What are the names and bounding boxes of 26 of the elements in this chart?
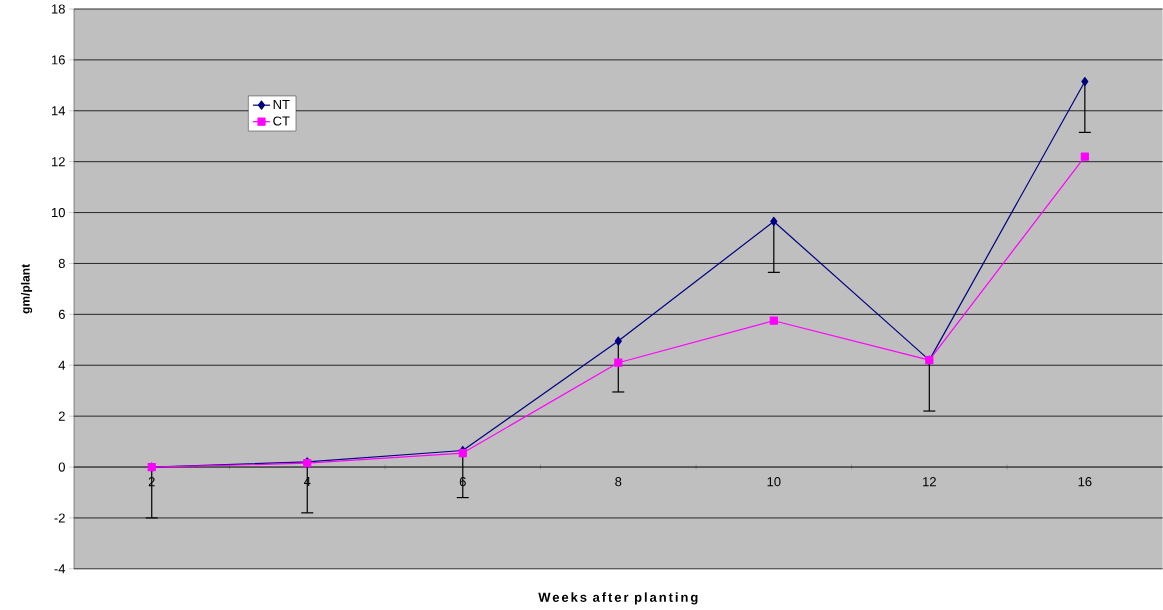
y-tick-label: 4: [58, 360, 66, 370]
point: [1081, 77, 1089, 87]
x-tick-label: 12: [923, 477, 936, 487]
y-tick-label: 16: [51, 55, 65, 65]
y-tick-label: -2: [54, 513, 65, 523]
x-tick-label: 16: [1078, 477, 1092, 487]
y-tick-label: 14: [51, 106, 66, 116]
x-tick-label: 10: [767, 477, 781, 487]
point: [614, 336, 622, 346]
y-tick-label: 10: [51, 208, 65, 218]
y-tick-label: 18: [51, 4, 65, 14]
y-tick-label: -4: [54, 564, 66, 574]
y-tick-label: 0: [58, 462, 65, 472]
point: [769, 316, 778, 325]
point: [614, 358, 623, 367]
x-tick-label: 8: [615, 477, 622, 487]
x-axis-title: Weeks after planting: [538, 592, 698, 605]
point: [1080, 152, 1089, 161]
point: [770, 216, 778, 227]
y-axis-title: gm/plant: [20, 264, 33, 314]
y-tick-label: 8: [58, 258, 65, 269]
y-tick-label: 12: [51, 157, 65, 167]
legend-label: CT: [273, 116, 290, 126]
y-tick-label: 2: [58, 411, 65, 421]
y-tick-label: 6: [58, 309, 65, 320]
legend-label: NT: [273, 100, 290, 109]
